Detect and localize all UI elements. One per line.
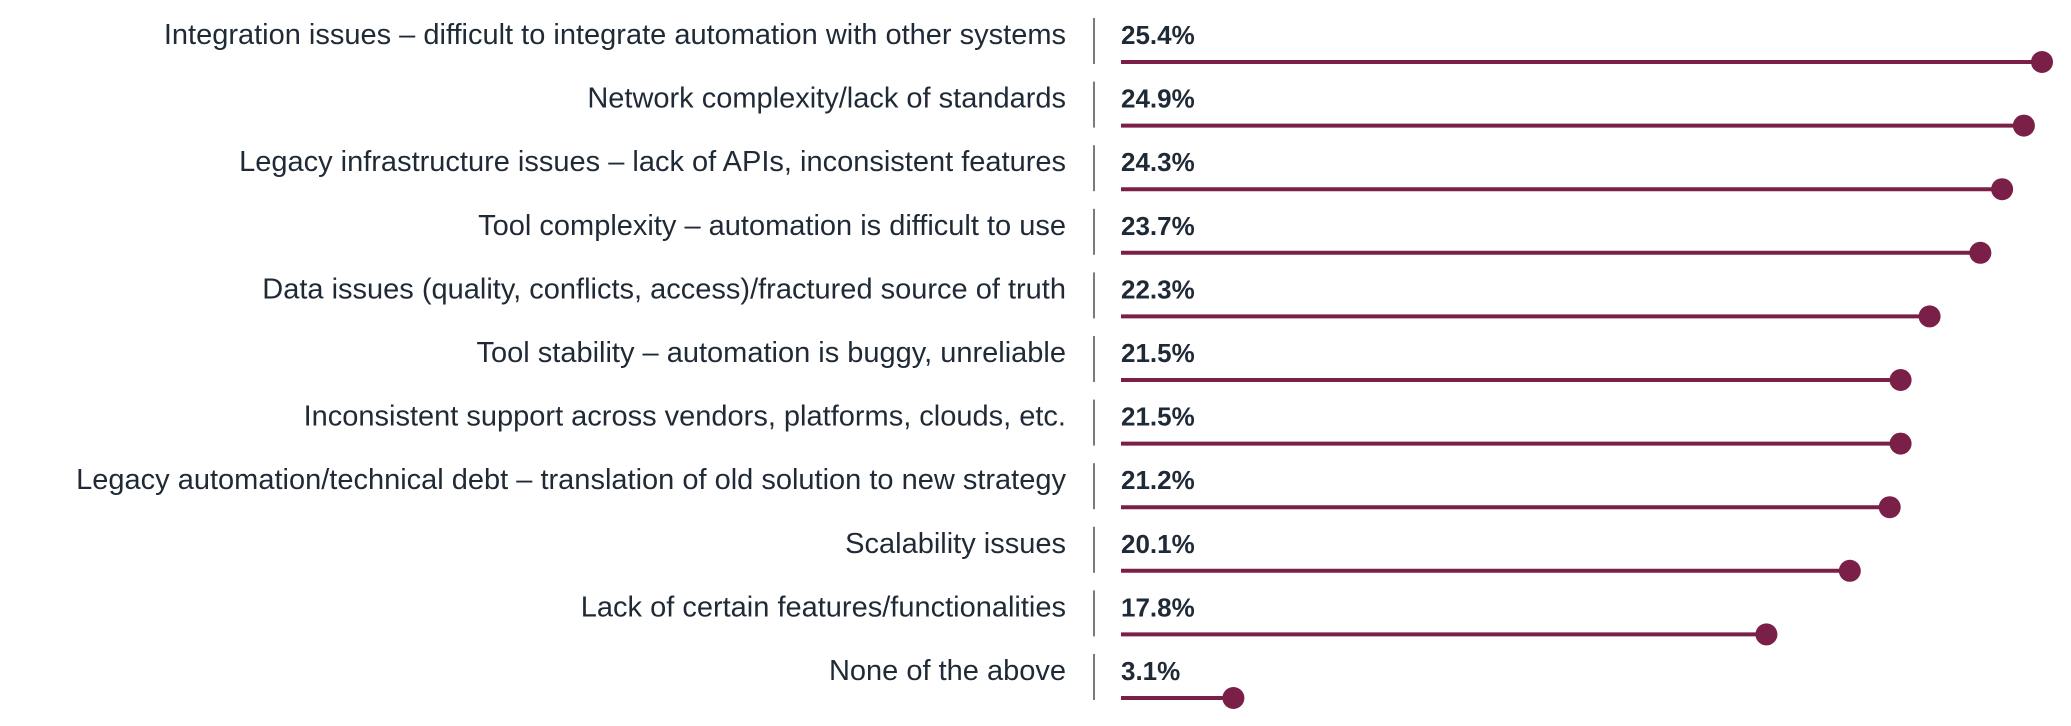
lollipop-dot xyxy=(1969,241,1992,264)
value-label: 22.3% xyxy=(1121,274,1195,304)
category-label: None of the above xyxy=(829,655,1066,687)
lollipop-dot xyxy=(2012,114,2035,137)
lollipop-dot xyxy=(2031,51,2053,73)
category-label: Network complexity/lack of standards xyxy=(587,83,1066,115)
lollipop-dot xyxy=(1838,559,1861,582)
chart-rows: Integration issues – difficult to integr… xyxy=(76,18,2053,709)
category-label: Legacy automation/technical debt – trans… xyxy=(76,464,1066,496)
lollipop-dot xyxy=(1878,496,1901,519)
lollipop-dot xyxy=(1222,687,1245,709)
value-label: 23.7% xyxy=(1121,211,1195,241)
value-label: 24.3% xyxy=(1121,147,1195,177)
chart-row: Tool stability – automation is buggy, un… xyxy=(477,336,1912,391)
lollipop-dot xyxy=(1918,305,1941,328)
category-label: Inconsistent support across vendors, pla… xyxy=(304,401,1066,433)
category-label: Data issues (quality, conflicts, access)… xyxy=(262,273,1066,305)
chart-row: Network complexity/lack of standards 24.9… xyxy=(587,81,2035,137)
category-label: Tool complexity – automation is difficul… xyxy=(478,210,1066,242)
chart-row: Inconsistent support across vendors, pla… xyxy=(304,399,1912,455)
chart-row: Data issues (quality, conflicts, access)… xyxy=(262,272,1941,328)
value-label: 20.1% xyxy=(1121,529,1195,559)
value-label: 24.9% xyxy=(1121,84,1195,114)
value-label: 17.8% xyxy=(1121,592,1195,622)
category-label: Lack of certain features/functionalities xyxy=(581,591,1066,623)
lollipop-dot xyxy=(1991,178,2014,201)
chart-row: Legacy automation/technical debt – trans… xyxy=(76,463,1901,519)
value-label: 21.5% xyxy=(1121,338,1195,368)
lollipop-dot xyxy=(1889,432,1912,455)
category-label: Integration issues – difficult to integr… xyxy=(164,19,1066,51)
chart-row: Legacy infrastructure issues – lack of A… xyxy=(239,145,2014,201)
chart-row: Lack of certain features/functionalities… xyxy=(581,590,1778,646)
chart-row: None of the above 3.1% xyxy=(829,654,1245,709)
value-label: 21.5% xyxy=(1121,402,1195,432)
category-label: Tool stability – automation is buggy, un… xyxy=(477,337,1066,369)
value-label: 3.1% xyxy=(1121,656,1180,686)
lollipop-dot xyxy=(1755,623,1778,646)
value-label: 21.2% xyxy=(1121,465,1195,495)
category-label: Legacy infrastructure issues – lack of A… xyxy=(239,146,1066,178)
chart-row: Scalability issues 20.1% xyxy=(845,526,1861,582)
lollipop-dot xyxy=(1889,369,1912,391)
value-label: 25.4% xyxy=(1121,20,1195,50)
category-label: Scalability issues xyxy=(845,528,1066,560)
chart-row: Tool complexity – automation is difficul… xyxy=(478,208,1992,264)
chart-row: Integration issues – difficult to integr… xyxy=(164,18,2053,73)
